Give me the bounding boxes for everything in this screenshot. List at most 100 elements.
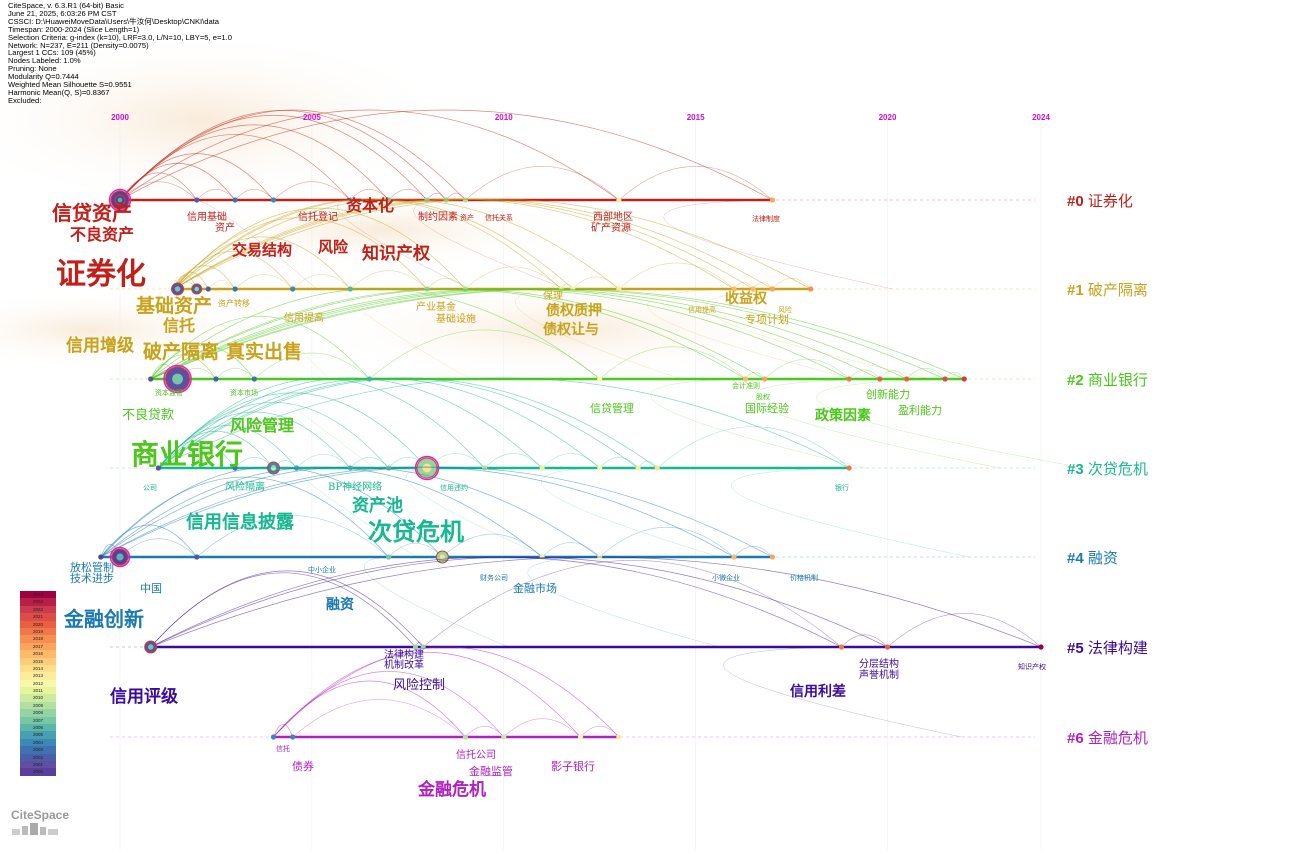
keyword-label[interactable]: 专项计划 xyxy=(745,313,789,326)
keyword-label[interactable]: 声誉机制 xyxy=(859,670,899,681)
keyword-label[interactable]: 产业基金 xyxy=(416,302,456,313)
keyword-node xyxy=(462,734,468,740)
keyword-label[interactable]: 放松管制 xyxy=(70,561,114,574)
keyword-label[interactable]: 资产 xyxy=(215,223,235,234)
keyword-label[interactable]: 政策因素 xyxy=(815,408,871,424)
keyword-label[interactable]: 债券 xyxy=(292,760,314,773)
keyword-label[interactable]: 风险管理 xyxy=(230,416,295,435)
keyword-label[interactable]: 风险隔离 xyxy=(225,482,265,493)
keyword-label[interactable]: 融资 xyxy=(326,597,354,613)
keyword-label[interactable]: 财务公司 xyxy=(480,574,508,582)
keyword-label[interactable]: 盈利能力 xyxy=(898,404,942,417)
cluster-label-1[interactable]: #1 破产隔离 xyxy=(1067,279,1148,300)
keyword-label[interactable]: 风险 xyxy=(778,306,792,314)
keyword-label[interactable]: 基础设施 xyxy=(436,314,476,325)
keyword-label[interactable]: 债权让与 xyxy=(543,322,599,338)
keyword-label[interactable]: 信贷管理 xyxy=(590,402,634,415)
keyword-label[interactable]: 信用信息披露 xyxy=(186,512,294,533)
keyword-label[interactable]: 国际经验 xyxy=(745,402,789,415)
keyword-label[interactable]: 不良资产 xyxy=(70,225,135,244)
keyword-label[interactable]: BP神经网络 xyxy=(328,482,383,493)
keyword-label[interactable]: 信托关系 xyxy=(485,214,513,222)
citespace-logo: CiteSpace xyxy=(11,808,70,822)
cluster-label-0[interactable]: #0 证券化 xyxy=(1067,190,1133,211)
keyword-label[interactable]: 资产 xyxy=(460,214,474,222)
keyword-label[interactable]: 证券化 xyxy=(56,257,146,292)
keyword-label[interactable]: 信用利差 xyxy=(790,684,846,700)
cluster-label-3[interactable]: #3 次贷危机 xyxy=(1067,458,1148,479)
keyword-label[interactable]: 资产池 xyxy=(352,496,403,516)
cross-cluster-arc xyxy=(364,556,509,648)
keyword-label[interactable]: 金融市场 xyxy=(513,582,557,595)
cluster-label-6[interactable]: #6 金融危机 xyxy=(1067,727,1148,748)
keyword-label[interactable]: 资产转移 xyxy=(218,299,250,308)
cross-cluster-arc xyxy=(406,467,548,558)
keyword-label[interactable]: 金融危机 xyxy=(418,780,486,800)
keyword-label[interactable]: 信托登记 xyxy=(298,212,338,223)
keyword-label[interactable]: 资本化 xyxy=(346,196,395,215)
keyword-label[interactable]: 交易结构 xyxy=(232,241,293,259)
keyword-label[interactable]: 信托 xyxy=(276,745,290,753)
cross-cluster-arc xyxy=(336,199,471,290)
keyword-label[interactable]: 信托公司 xyxy=(456,750,496,761)
keyword-label[interactable]: 法律制度 xyxy=(752,215,780,223)
keyword-label[interactable]: 收益权 xyxy=(725,291,767,307)
keyword-label[interactable]: 制约因素 xyxy=(418,212,458,223)
keyword-label[interactable]: 中小企业 xyxy=(308,566,336,574)
keyword-label[interactable]: 金融监管 xyxy=(469,765,513,778)
co-occurrence-arc xyxy=(150,556,1042,648)
keyword-label[interactable]: 分层结构 xyxy=(859,659,899,670)
co-occurrence-arc xyxy=(196,515,389,558)
background-glow xyxy=(0,290,270,370)
keyword-label[interactable]: 信用评级 xyxy=(110,687,178,707)
keyword-label[interactable]: 小微企业 xyxy=(712,574,740,582)
keyword-label[interactable]: 资本市场 xyxy=(230,389,258,397)
keyword-label[interactable]: 影子银行 xyxy=(551,760,595,773)
keyword-label[interactable]: 矿产资源 xyxy=(591,223,631,234)
keyword-label[interactable]: 风险 xyxy=(318,238,349,256)
cluster-label-4[interactable]: #4 融资 xyxy=(1067,547,1118,568)
keyword-label[interactable]: 西部地区 xyxy=(593,212,633,223)
keyword-label[interactable]: 金融创新 xyxy=(64,607,144,631)
keyword-label[interactable]: 法律构建 xyxy=(384,650,424,661)
keyword-label[interactable]: 知识产权 xyxy=(1018,663,1046,671)
keyword-label[interactable]: 资本监管 xyxy=(155,389,183,397)
keyword-label[interactable]: 知识产权 xyxy=(362,244,430,264)
keyword-label[interactable]: 股权 xyxy=(756,393,770,401)
co-occurrence-arc xyxy=(350,457,389,469)
co-occurrence-arc xyxy=(158,377,543,469)
cluster-label-5[interactable]: #5 法律构建 xyxy=(1067,637,1148,658)
cluster-label-2[interactable]: #2 商业银行 xyxy=(1067,369,1148,390)
keyword-label[interactable]: 债权质押 xyxy=(546,303,602,319)
keyword-label[interactable]: 信用基础 xyxy=(187,212,227,223)
keyword-node xyxy=(481,465,488,471)
keyword-label[interactable]: 信用提高 xyxy=(688,306,716,314)
keyword-label[interactable]: 不良贷款 xyxy=(122,408,175,423)
keyword-label[interactable]: 破产隔离 xyxy=(143,341,220,363)
cluster-name: 破产隔离 xyxy=(1087,281,1148,299)
keyword-label[interactable]: 信用增级 xyxy=(66,336,134,356)
keyword-label[interactable]: 信贷资产 xyxy=(52,201,132,225)
keyword-label[interactable]: 公司 xyxy=(143,484,157,492)
keyword-label[interactable]: 保理 xyxy=(543,291,563,302)
keyword-label[interactable]: 风险控制 xyxy=(393,678,446,693)
keyword-label[interactable]: 基础资产 xyxy=(136,295,213,317)
co-occurrence-arc xyxy=(273,723,294,738)
keyword-label[interactable]: 技术进步 xyxy=(70,572,114,585)
keyword-label[interactable]: 信用违约 xyxy=(440,484,468,492)
keyword-label[interactable]: 银行 xyxy=(835,484,849,492)
keyword-label[interactable]: 创新能力 xyxy=(866,388,910,401)
keyword-label[interactable]: 次贷危机 xyxy=(368,517,464,546)
keyword-label[interactable]: 信托 xyxy=(163,316,196,335)
cross-cluster-arc xyxy=(647,288,855,380)
keyword-label[interactable]: 信用提高 xyxy=(284,313,324,324)
keyword-label[interactable]: 中国 xyxy=(140,582,162,595)
keyword-label[interactable]: 机制改革 xyxy=(384,660,424,671)
cross-cluster-arc xyxy=(208,288,329,380)
keyword-label[interactable]: 价格机制 xyxy=(790,574,818,582)
keyword-label[interactable]: 会计准则 xyxy=(732,382,760,390)
keyword-label[interactable]: 商业银行 xyxy=(131,438,244,471)
keyword-label[interactable]: 真实出售 xyxy=(226,341,303,363)
keyword-node xyxy=(838,644,845,650)
legend-year-swatch: 2013 xyxy=(20,672,56,680)
